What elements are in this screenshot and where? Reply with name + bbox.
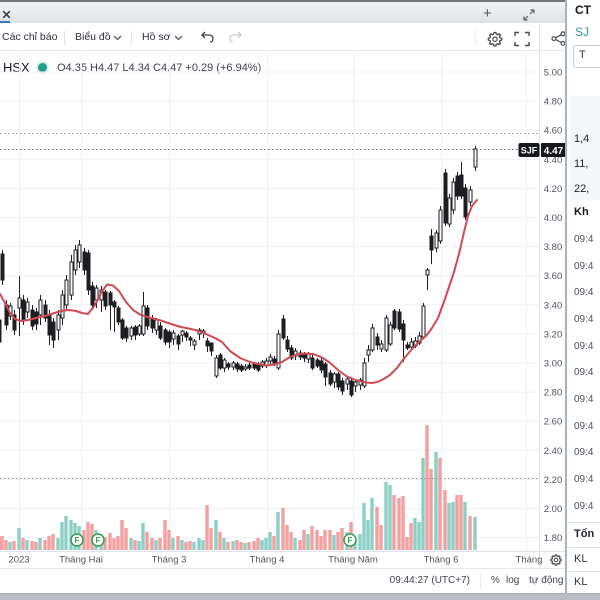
svg-text:Tháng 4: Tháng 4: [250, 555, 285, 566]
svg-text:2.80: 2.80: [544, 388, 563, 399]
svg-text:F: F: [75, 536, 80, 545]
svg-text:Tháng 3: Tháng 3: [152, 555, 187, 566]
svg-text:2.40: 2.40: [544, 446, 563, 457]
svg-text:2.20: 2.20: [544, 475, 563, 486]
svg-text:Tháng Hai: Tháng Hai: [59, 555, 103, 566]
svg-text:5.00: 5.00: [544, 68, 563, 79]
svg-text:3.60: 3.60: [544, 271, 563, 282]
svg-text:4.00: 4.00: [544, 213, 563, 224]
svg-text:Tháng: Tháng: [516, 555, 543, 566]
svg-text:3.40: 3.40: [544, 300, 563, 311]
svg-text:2.60: 2.60: [544, 417, 563, 428]
svg-text:3.80: 3.80: [544, 242, 563, 253]
svg-text:F: F: [96, 536, 101, 545]
svg-text:4.47: 4.47: [544, 146, 564, 157]
svg-text:F: F: [348, 536, 353, 545]
svg-text:4.20: 4.20: [544, 184, 563, 195]
svg-text:SJF: SJF: [521, 146, 538, 156]
svg-text:4.60: 4.60: [544, 126, 563, 137]
svg-text:Tháng 6: Tháng 6: [424, 555, 459, 566]
svg-text:Tháng Năm: Tháng Năm: [328, 555, 378, 566]
svg-text:3.20: 3.20: [544, 329, 563, 340]
svg-text:3.00: 3.00: [544, 359, 563, 370]
svg-text:4.40: 4.40: [544, 155, 563, 166]
svg-text:4.80: 4.80: [544, 97, 563, 108]
svg-text:2023: 2023: [8, 555, 29, 566]
svg-text:1.80: 1.80: [544, 533, 563, 544]
svg-text:2.00: 2.00: [544, 504, 563, 515]
